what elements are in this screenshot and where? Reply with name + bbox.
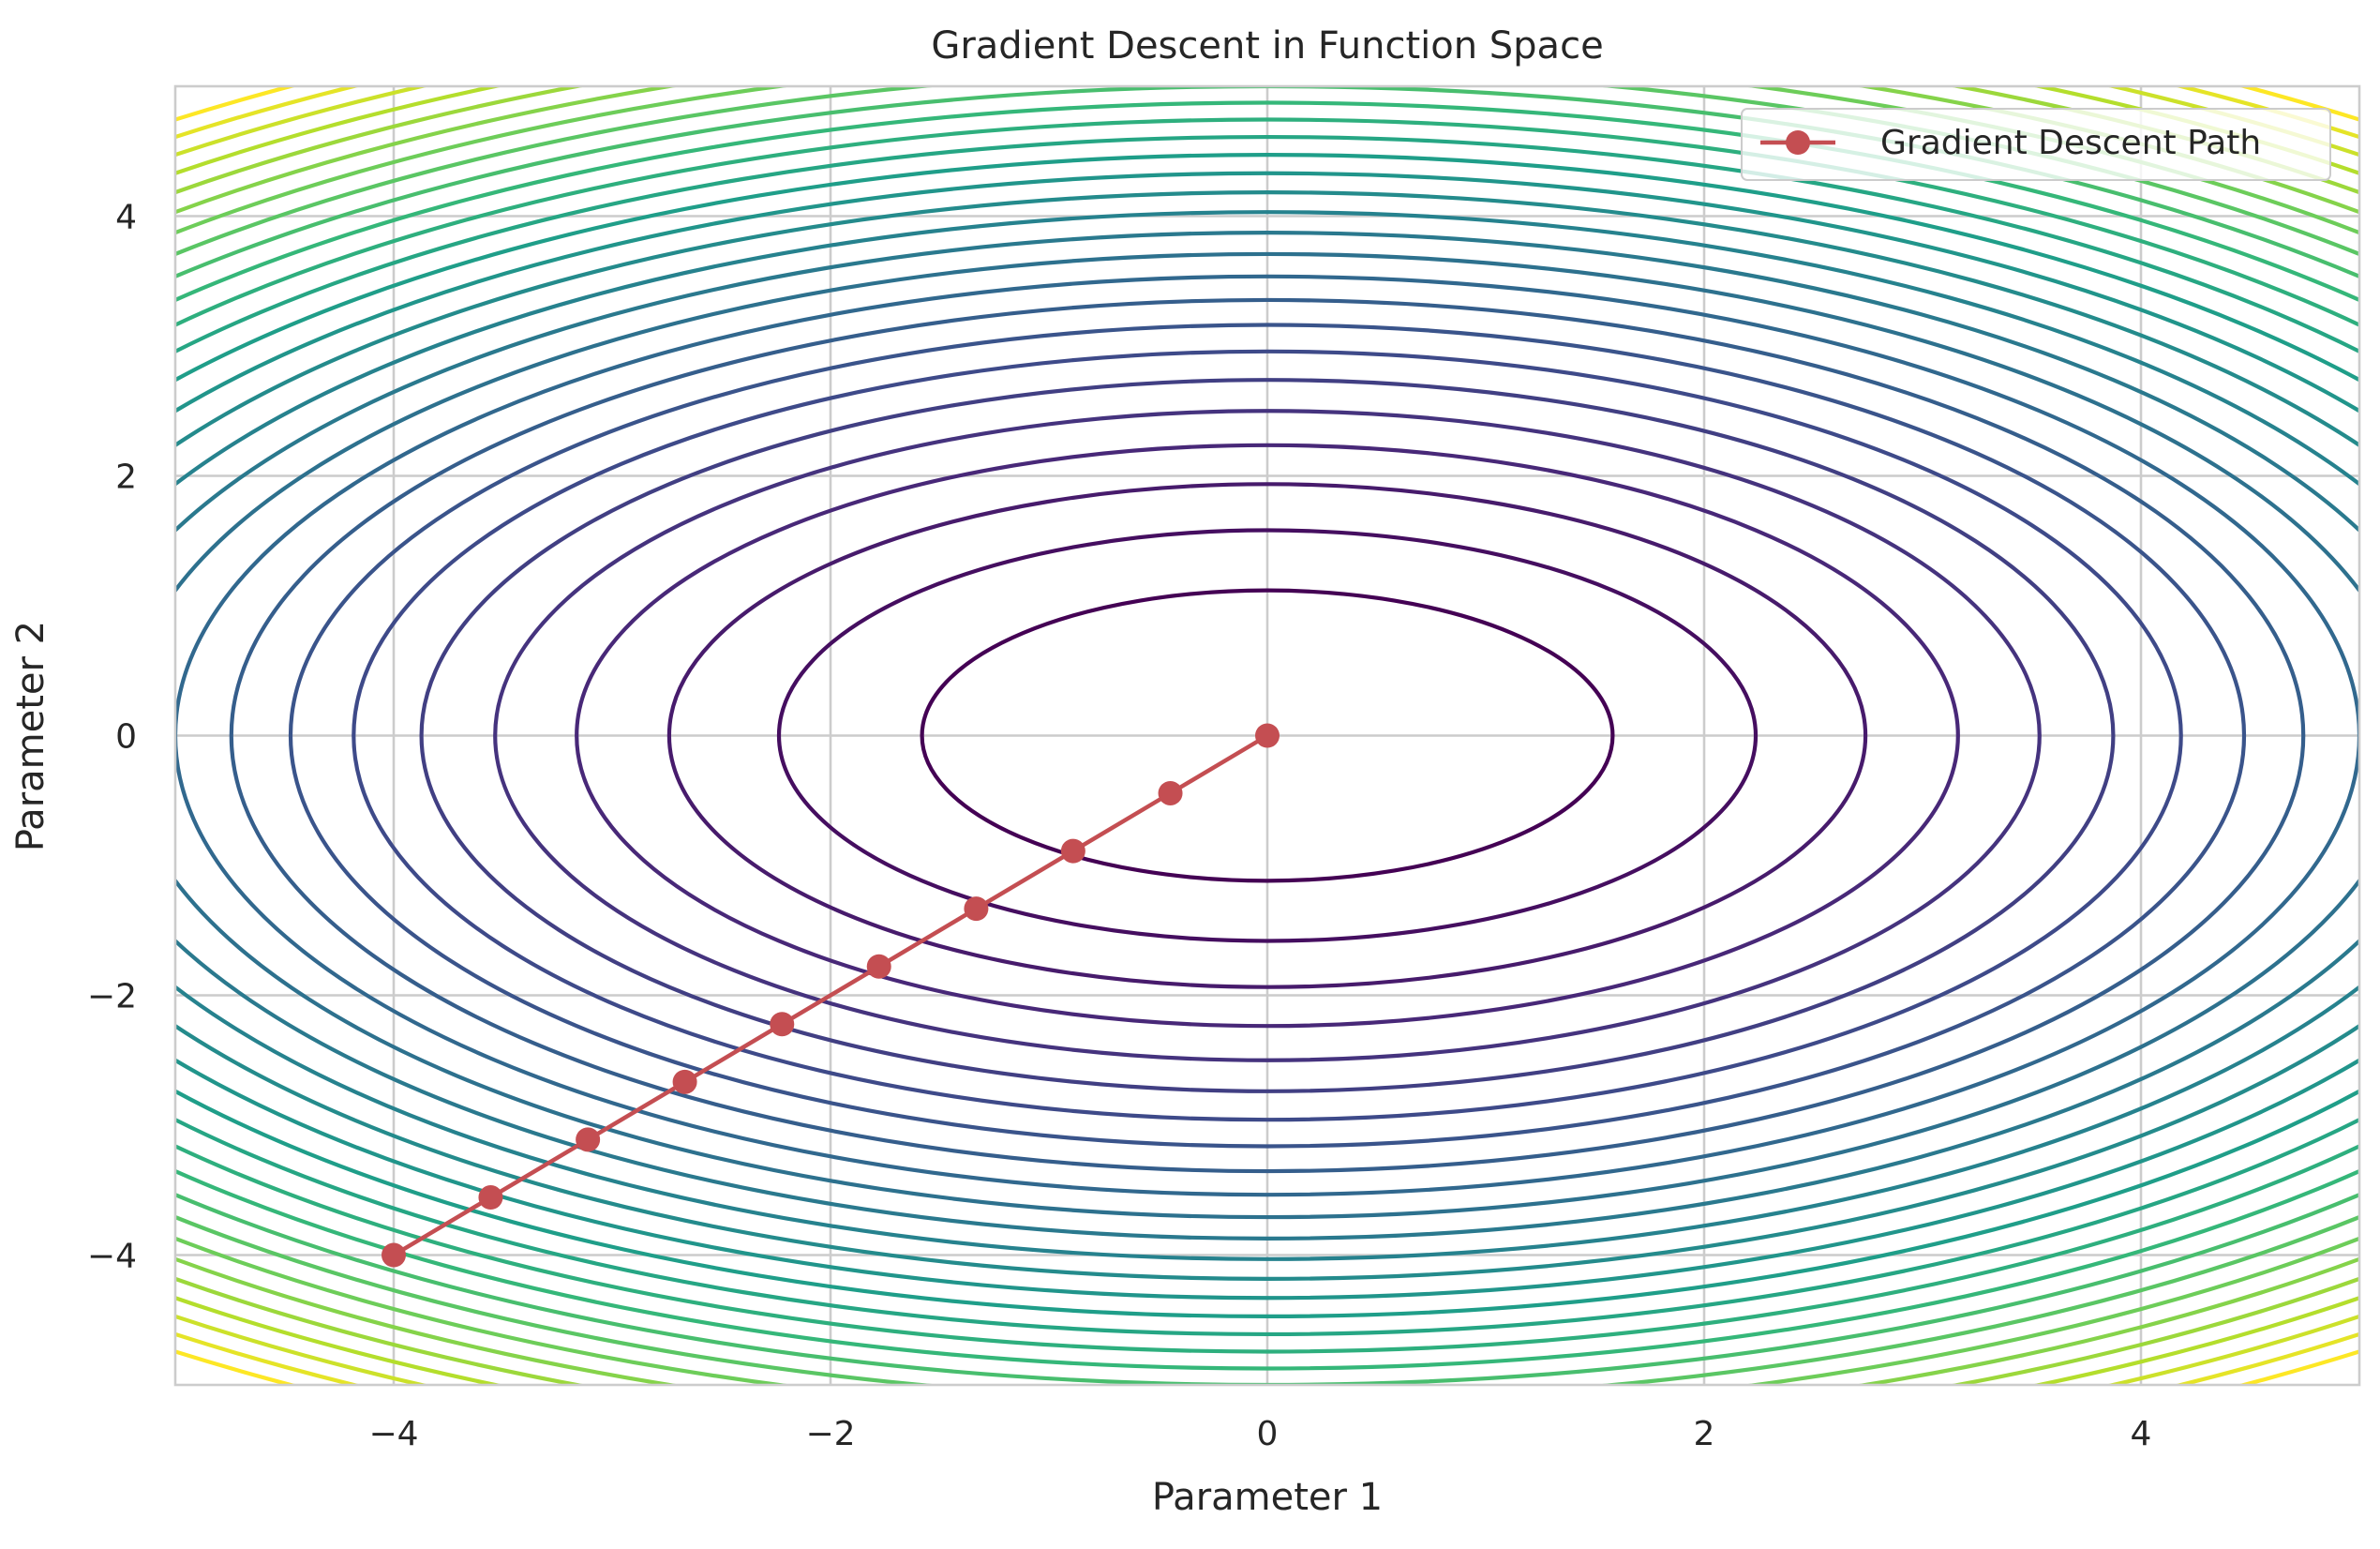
- series-point: [672, 1069, 697, 1094]
- contour-line: [175, 274, 2359, 1197]
- contour-line: [175, 153, 2359, 1318]
- x-axis-label: Parameter 1: [1152, 1476, 1383, 1519]
- x-tick-label: −2: [805, 1415, 855, 1453]
- contour-line: [920, 588, 1615, 883]
- series-point: [1255, 723, 1280, 748]
- y-tick-label: −4: [87, 1238, 137, 1276]
- contour-line: [493, 409, 2042, 1062]
- legend-label: Gradient Descent Path: [1880, 124, 2261, 162]
- contour-line: [666, 482, 1868, 989]
- series-point: [1158, 780, 1183, 805]
- chart-title: Gradient Descent in Function Space: [931, 24, 1603, 68]
- contour-line: [575, 443, 1960, 1029]
- series-point: [770, 1012, 795, 1037]
- series-point: [576, 1127, 601, 1152]
- y-tick-label: −2: [87, 978, 137, 1016]
- contour-line: [229, 297, 2306, 1174]
- series-layer: [382, 723, 1280, 1268]
- y-tick-labels: −4 −2 0 2 4: [87, 199, 137, 1276]
- grid-lines: [175, 86, 2359, 1385]
- plot-frame: [173, 84, 2361, 1387]
- y-tick-label: 0: [115, 718, 137, 757]
- x-tick-label: 2: [1694, 1415, 1715, 1453]
- x-tick-label: 4: [2131, 1415, 2152, 1453]
- series-line: [392, 733, 1269, 1257]
- contour-line: [776, 528, 1759, 943]
- series-point: [382, 1242, 406, 1268]
- series-point: [964, 896, 989, 922]
- series-point: [1060, 838, 1085, 864]
- contour-line: [175, 231, 2359, 1241]
- legend-box: [1741, 108, 2331, 181]
- contour-line: [175, 86, 2359, 1385]
- x-tick-labels: −4 −2 0 2 4: [368, 1415, 2151, 1453]
- contour-line: [175, 210, 2359, 1261]
- contour-lines: [175, 86, 2359, 1385]
- contour-line: [175, 135, 2359, 1336]
- contour-line: [175, 251, 2359, 1220]
- contour-line: [175, 171, 2359, 1301]
- x-tick-label: 0: [1257, 1415, 1279, 1453]
- legend-marker-swatch: [1786, 130, 1810, 155]
- x-tick-label: −4: [368, 1415, 418, 1453]
- contour-line: [419, 378, 2116, 1093]
- legend: Gradient Descent Path: [1741, 108, 2331, 181]
- y-tick-label: 2: [115, 459, 137, 497]
- series-point: [478, 1185, 503, 1211]
- contour-line: [288, 323, 2247, 1149]
- contour-line: [175, 190, 2359, 1281]
- contour-line: [352, 349, 2183, 1122]
- y-tick-label: 4: [115, 199, 137, 237]
- contour-line: [175, 117, 2359, 1354]
- contour-line: [175, 100, 2359, 1371]
- y-axis-label: Parameter 2: [9, 621, 52, 851]
- series-point: [866, 954, 891, 979]
